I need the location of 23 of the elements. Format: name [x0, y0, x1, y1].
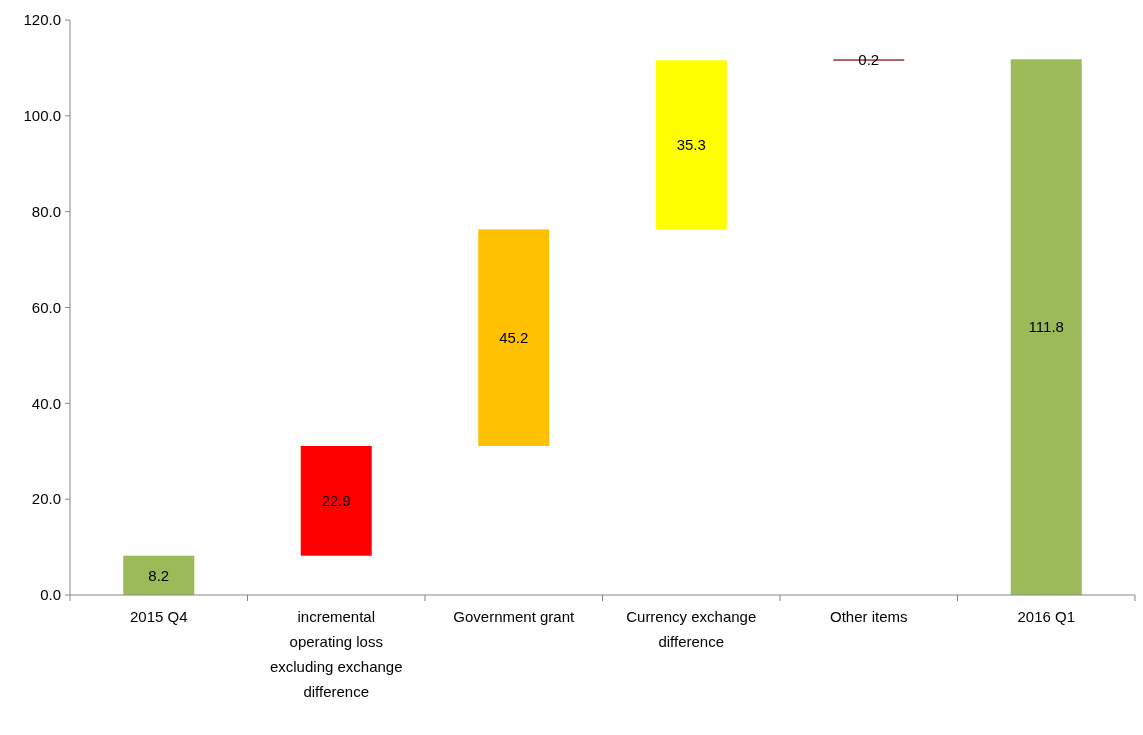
y-tick-label: 100.0: [23, 107, 61, 125]
x-tick-label: Currency exchange difference: [626, 608, 757, 650]
y-tick-label: 0.0: [40, 586, 61, 604]
data-label: 22.9: [321, 492, 351, 510]
bar: [123, 555, 195, 595]
x-tick-label: Government grant: [453, 608, 576, 625]
data-label: 8.2: [148, 566, 170, 584]
data-label: 45.2: [499, 328, 529, 346]
bar: [300, 445, 372, 556]
y-tick-label: 80.0: [31, 202, 61, 220]
y-tick-label: 20.0: [31, 490, 61, 508]
x-tick-label: 2016 Q1: [1017, 608, 1076, 625]
y-tick-label: 40.0: [31, 394, 61, 412]
bar: [478, 229, 550, 446]
data-label: 35.3: [676, 136, 706, 154]
x-tick-label: 2015 Q4: [129, 608, 188, 625]
bar: [1010, 59, 1082, 595]
y-tick-label: 120.0: [23, 11, 61, 29]
bar: [655, 60, 727, 230]
data-label: 111.8: [1028, 318, 1064, 336]
y-tick-label: 60.0: [31, 298, 61, 316]
x-tick-label: incremental operating loss excluding exchange difference: [269, 608, 403, 700]
x-tick-label: Other items: [829, 608, 908, 625]
